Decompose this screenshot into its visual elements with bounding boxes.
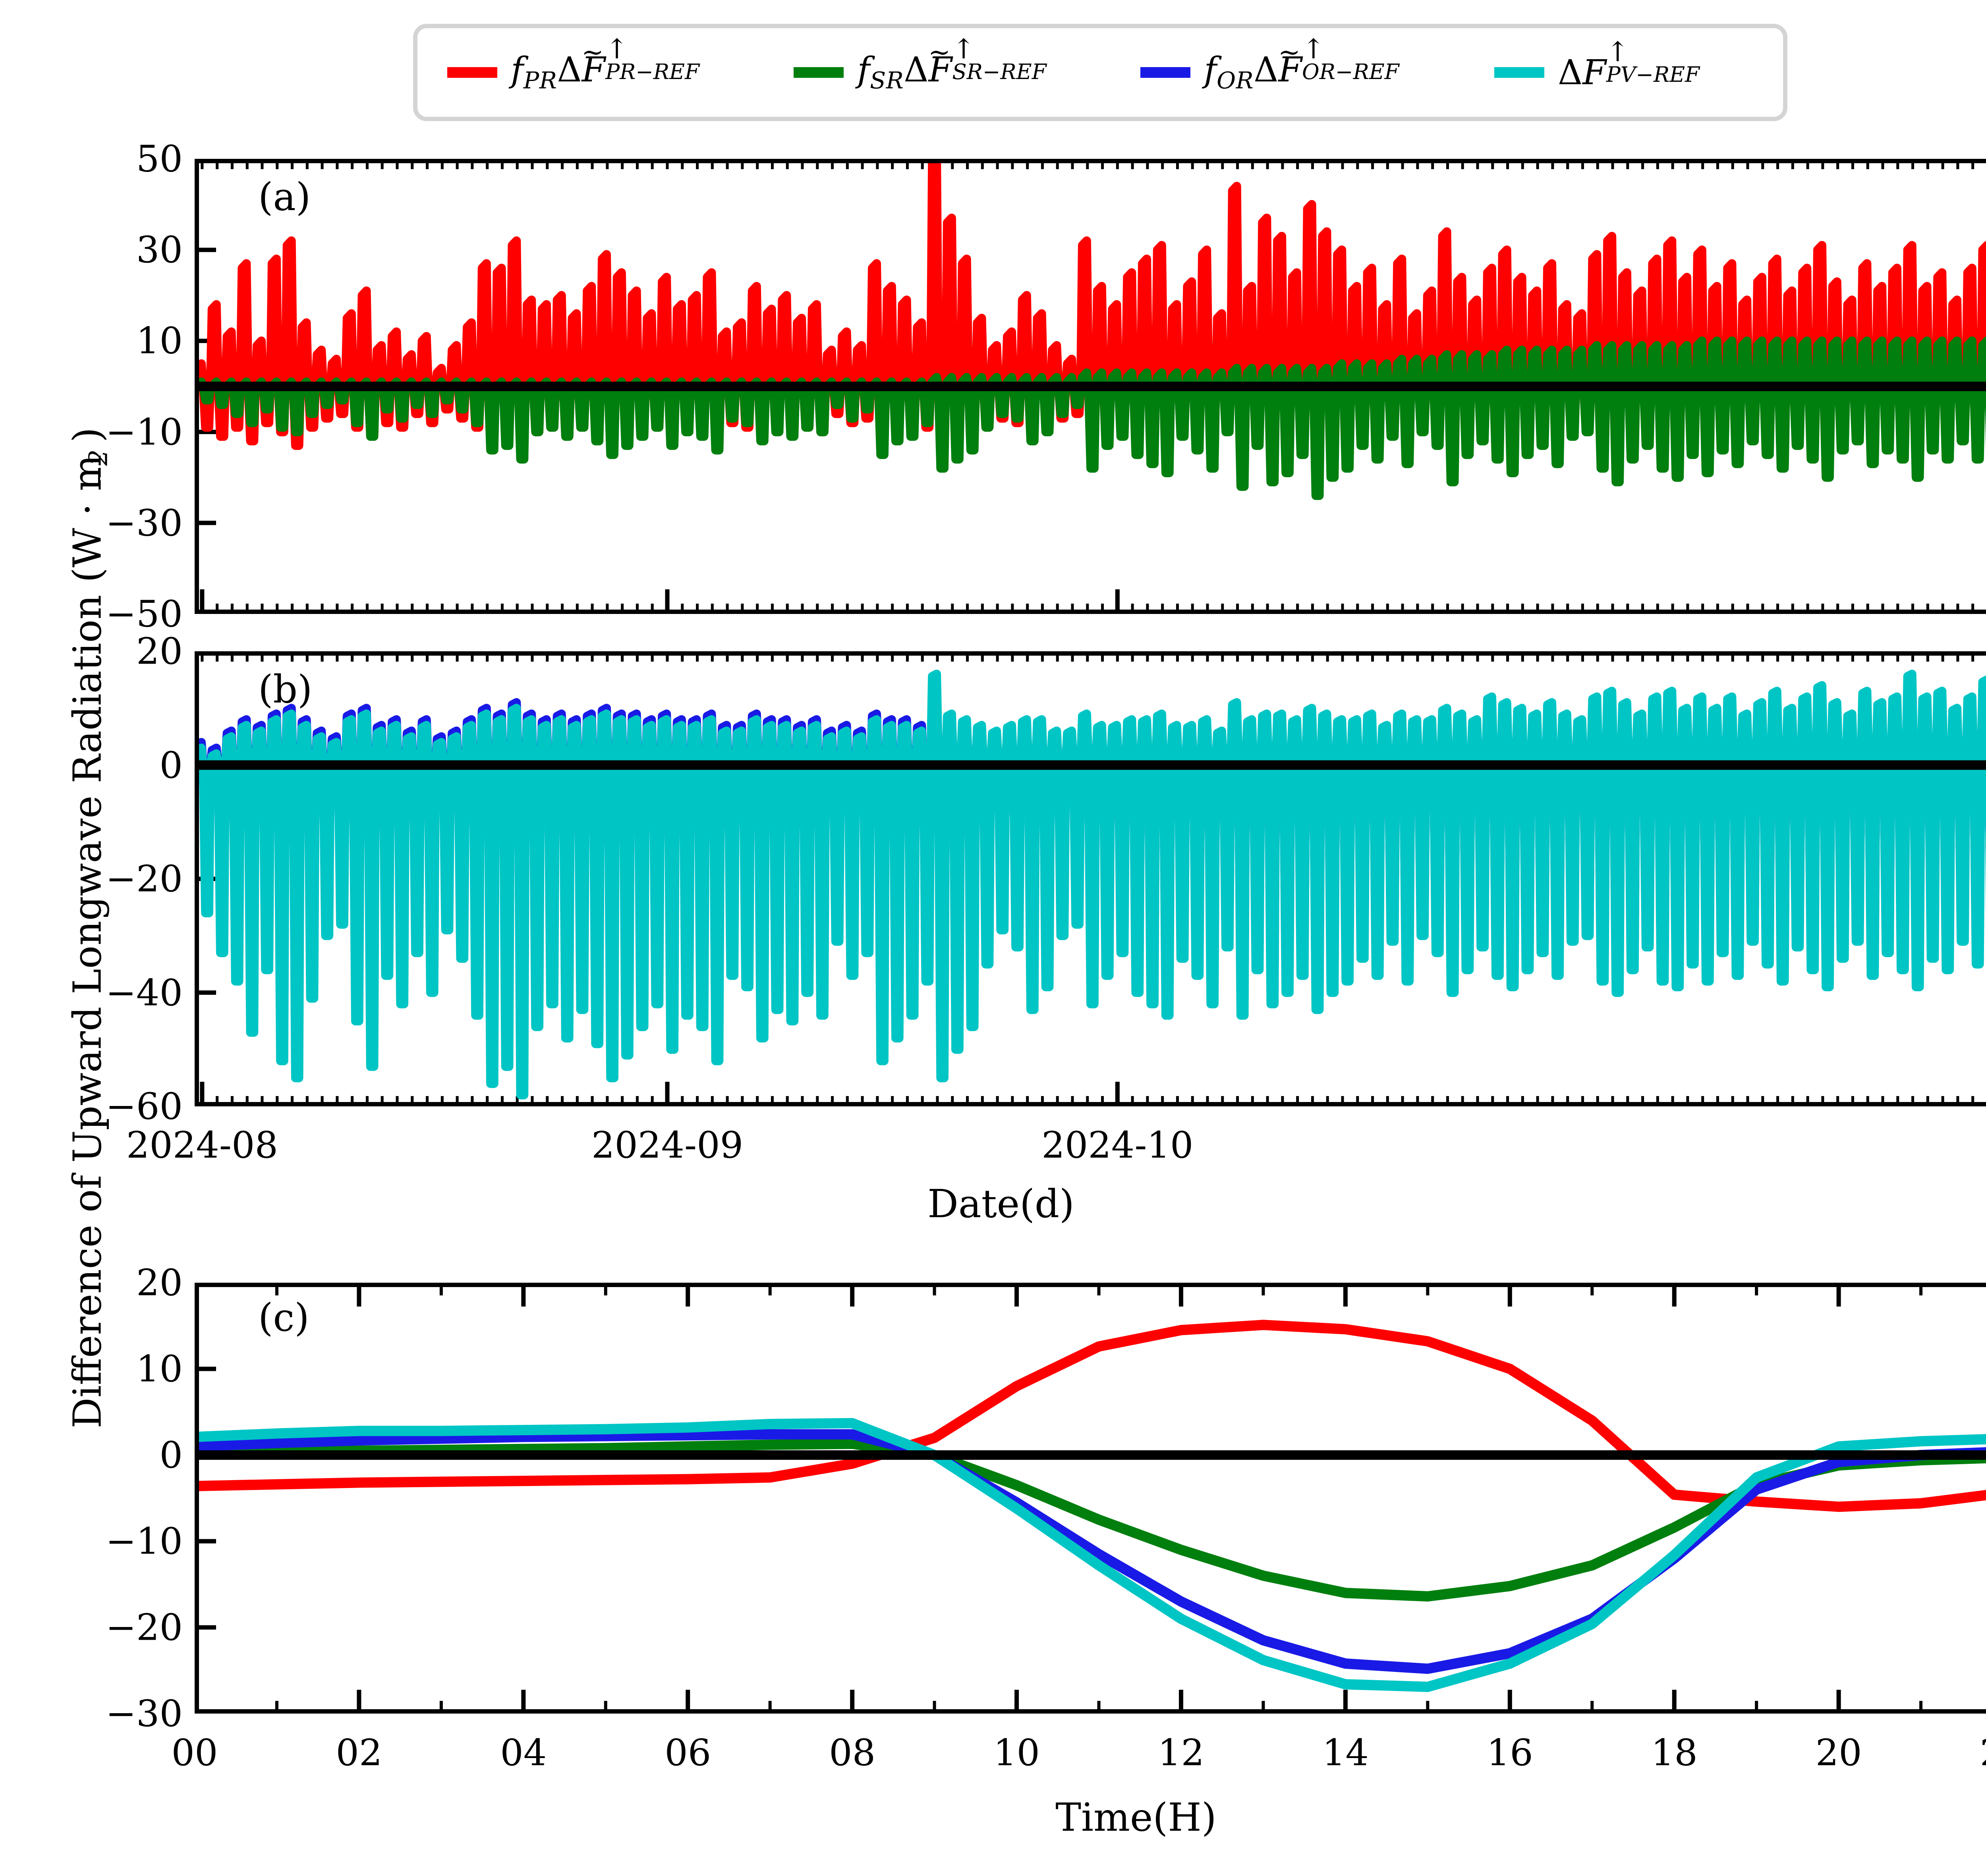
ytick-label: −10 <box>105 1520 183 1563</box>
panel-c-ytick-labels: 20 10 0 −10 −20 −30 <box>24 1262 183 1735</box>
ytick-label: −20 <box>105 857 183 900</box>
legend: fPRΔ ~ F ↑ PR−REF fSRΔ ~ F ↑ SR−REF fORΔ ~ F ↑ OR−RE… <box>413 24 1787 121</box>
legend-label-pv: ΔF ↑ PV−REF <box>1558 36 1700 93</box>
xtick-label-hour: 20 <box>1815 1731 1862 1774</box>
legend-swatch-pv <box>1494 67 1545 78</box>
xtick-label-hour: 00 <box>171 1731 218 1774</box>
xtick-label-hour: 18 <box>1651 1731 1698 1774</box>
x-axis-label-c: Time(H) <box>1055 1795 1217 1840</box>
ytick-label: −20 <box>105 1606 183 1649</box>
xtick-label-hour: 14 <box>1322 1731 1369 1774</box>
legend-swatch-sr <box>794 67 844 78</box>
panel-a-ytick-labels: 50 30 10 −10 −30 −50 <box>24 138 183 635</box>
xtick-label-hour: 06 <box>665 1731 711 1774</box>
panel-b-label: (b) <box>258 667 313 712</box>
ytick-label: −30 <box>105 1692 183 1735</box>
legend-item-pv[interactable]: ΔF ↑ PV−REF <box>1494 36 1753 93</box>
ytick-label: −60 <box>105 1085 183 1128</box>
panel-b-plot <box>195 651 1986 1106</box>
legend-item-or[interactable]: fORΔ ~ F ↑ OR−REF <box>1140 33 1457 94</box>
ytick-label: 10 <box>136 319 183 362</box>
panel-c-plot <box>195 1283 1986 1714</box>
ytick-label: −50 <box>105 593 183 635</box>
panel-c: (c) <box>195 1283 1986 1714</box>
xtick-label-hour: 04 <box>500 1731 547 1774</box>
legend-label-sr: fSRΔ ~ F ↑ SR−REF <box>857 33 1047 94</box>
legend-label-pr: fPRΔ ~ F ↑ PR−REF <box>511 33 699 94</box>
legend-swatch-pr <box>447 67 498 78</box>
legend-swatch-or <box>1140 67 1191 78</box>
xtick-label-date: 2024-09 <box>591 1124 744 1166</box>
panel-a-label: (a) <box>258 175 311 219</box>
legend-item-pr[interactable]: fPRΔ ~ F ↑ PR−REF <box>447 33 756 94</box>
panel-c-xtick-labels: 00 02 04 06 08 10 12 14 16 18 20 22 <box>0 1731 1986 1779</box>
ytick-label: −40 <box>105 971 183 1014</box>
panel-b-xtick-labels: 2024-08 2024-09 2024-10 <box>0 1124 1986 1172</box>
xtick-label-date: 2024-08 <box>126 1124 278 1166</box>
legend-label-or: fORΔ ~ F ↑ OR−REF <box>1204 33 1399 94</box>
ytick-label: 20 <box>136 630 183 673</box>
xtick-label-date: 2024-10 <box>1041 1124 1194 1166</box>
ytick-label: 0 <box>159 1434 183 1476</box>
x-axis-label-ab: Date(d) <box>927 1181 1074 1226</box>
ytick-label: −30 <box>105 502 183 544</box>
xtick-label-hour: 08 <box>829 1731 876 1774</box>
panel-a-plot <box>195 159 1986 614</box>
legend-item-sr[interactable]: fSRΔ ~ F ↑ SR−REF <box>794 33 1103 94</box>
ytick-label: 0 <box>159 744 183 786</box>
ytick-label: 50 <box>136 137 183 180</box>
xtick-label-hour: 10 <box>993 1731 1040 1774</box>
panel-b: (b) <box>195 651 1986 1106</box>
ytick-label: 10 <box>136 1347 183 1390</box>
xtick-label-hour: 02 <box>336 1731 383 1774</box>
ytick-label: 30 <box>136 228 183 271</box>
panel-c-label: (c) <box>258 1295 309 1340</box>
xtick-label-hour: 22 <box>1980 1731 1986 1774</box>
panel-a: (a) <box>195 159 1986 614</box>
xtick-label-hour: 12 <box>1157 1731 1205 1774</box>
ytick-label: 20 <box>136 1261 183 1304</box>
xtick-label-hour: 16 <box>1486 1731 1533 1774</box>
ytick-label: −10 <box>105 411 183 454</box>
panel-b-ytick-labels: 20 0 −20 −40 −60 <box>24 630 183 1128</box>
